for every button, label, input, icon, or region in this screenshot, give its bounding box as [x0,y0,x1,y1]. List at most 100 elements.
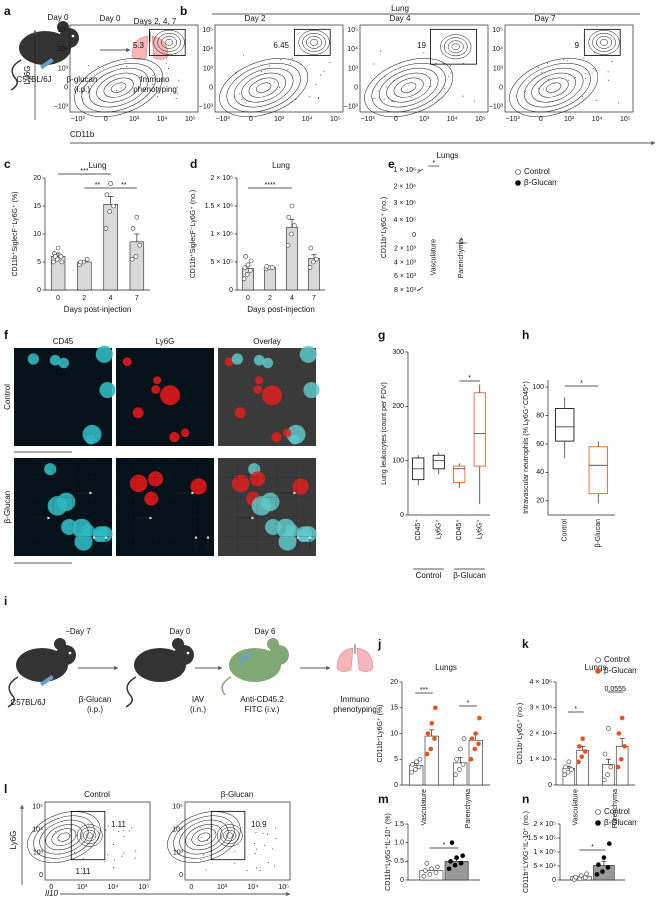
x-tick-label: 4 [290,295,294,302]
y-tick-label: 10³ [493,65,504,72]
data-point [286,214,292,220]
cell [169,431,180,443]
cell [56,492,76,512]
data-point [413,767,418,772]
y-tick-label: 6 × 10³ [394,273,417,280]
event [135,850,137,852]
data-point [619,756,624,762]
box [588,446,608,495]
gate-value: 5.3 [133,41,145,50]
event [58,853,60,855]
event [553,83,555,85]
y-tick-label: 10⁴ [32,826,43,833]
y-tick-label: 10 [33,231,41,238]
x-tick-label: Vasculature [573,789,580,826]
mouse-ear [57,21,69,33]
label: Day 0 [48,13,69,22]
legend-marker [595,809,601,815]
event [329,62,331,64]
axis-title: Il10 [45,889,58,898]
gate-value: 6.45 [273,41,289,50]
x-tick-label: Parenchyma [458,239,465,278]
panel-label: f [4,328,9,342]
y-tick-label: 80 [536,412,544,419]
mouse-eye [68,651,72,655]
event [165,63,167,65]
event [128,830,130,832]
gate [210,810,246,861]
contour [447,40,464,54]
x-tick-label: 10⁵ [185,116,196,123]
data-point [78,259,83,265]
event [275,837,277,839]
x-tick-label: 10⁴ [447,116,458,123]
gate-value: 1.11 [111,820,127,829]
cell [250,471,266,487]
legend-label: β-Glucan [524,178,557,187]
contour [173,815,235,859]
contour [103,77,134,98]
contour [96,72,141,103]
contour [298,29,330,55]
mouse-tail [7,676,19,708]
bar [129,241,145,291]
data-point [416,764,422,770]
event [82,858,84,860]
data-point [576,759,581,765]
cell [234,407,246,419]
chart-title: Lungs [585,663,607,672]
y-tick-label: 10³ [173,849,184,856]
x-tick-label: 0 [49,884,53,891]
event [372,98,374,100]
data-point [421,873,427,879]
legend-marker [595,668,601,674]
event [596,99,598,101]
event [88,825,90,827]
step-label: Immuno [341,695,370,704]
data-point [245,262,251,268]
panel-label: g [378,328,385,342]
data-point [429,720,435,726]
y-tick-label: −10³ [54,104,69,111]
mouse-tail [221,676,232,696]
x-tick-label: 0 [246,295,250,302]
syringe [237,651,252,664]
event [582,96,584,98]
event [410,97,412,99]
contour [80,827,100,844]
contour [599,39,609,46]
data-point [476,741,481,747]
cell [153,376,162,385]
contour [509,58,599,118]
legend-label: β-Glucan [604,666,637,675]
y-tick-label: −10³ [344,104,359,111]
data-point [292,223,297,228]
event [264,844,266,846]
axis-title: CD11b⁺LY6G⁺IL-10⁺ (no.) [523,811,530,893]
cell [85,434,96,445]
mouse-head [174,645,194,665]
x-tick-label: 0 [56,295,60,302]
axis-title: CD11b⁺Ly6G⁺IL-10⁺ (%) [385,813,392,891]
data-point [410,762,415,767]
legend-label: Control [604,807,630,816]
channel-label: CD45 [53,337,74,346]
plot-label: Day 7 [535,14,556,23]
significance-label: * [574,706,577,713]
label: C57BL/6J [16,75,51,84]
contour [197,832,211,842]
y-tick-label: 3 × 10⁶ [529,705,552,712]
event [176,92,178,94]
event [238,93,240,95]
break-mark [416,168,424,174]
y-tick-label: 0 [179,872,183,879]
event [585,77,587,79]
event [274,865,276,867]
event [317,97,319,99]
step-label: Anti-CD45.2 [240,695,284,704]
bar [286,226,298,291]
data-point [582,749,588,754]
mouse-tail [10,59,22,91]
contour [443,37,468,57]
y-tick-label: 10³ [33,849,44,856]
